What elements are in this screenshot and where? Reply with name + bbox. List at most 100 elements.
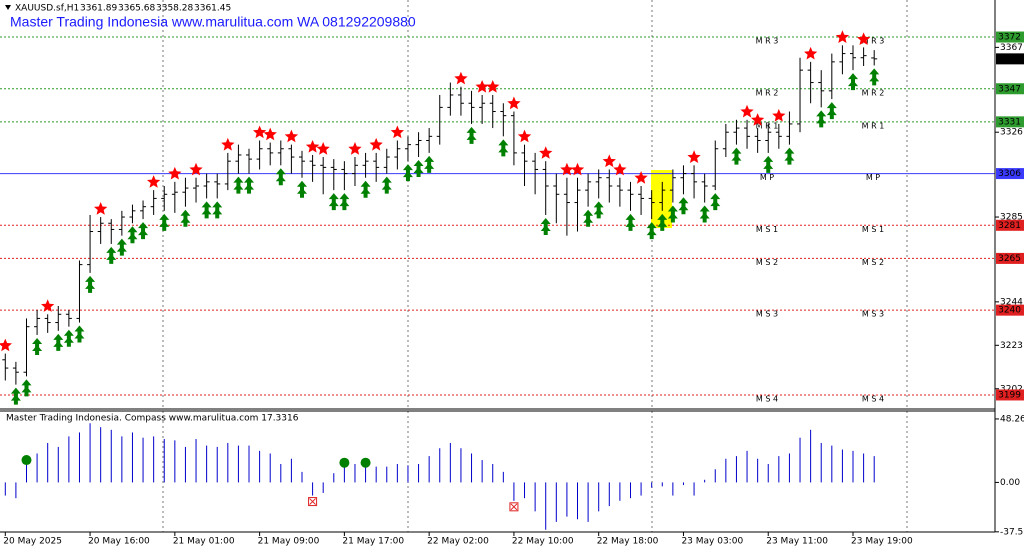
buy-arrow	[275, 168, 286, 179]
level-price-box	[996, 304, 1024, 316]
level-price-box	[996, 252, 1024, 264]
buy-arrow	[816, 117, 827, 128]
buy-arrow	[328, 200, 339, 211]
x-tick-label: 20 May 16:00	[88, 537, 150, 547]
collapse-triangle[interactable]	[5, 5, 11, 10]
x-tick-label: 21 May 09:00	[258, 537, 320, 547]
buy-arrow	[159, 220, 170, 231]
buy-arrow	[328, 193, 339, 204]
level-label: M S 1	[862, 225, 884, 234]
y-tick-label: 3367	[1000, 43, 1023, 53]
buy-arrow	[106, 253, 117, 264]
buy-arrow	[212, 201, 223, 212]
buy-arrow	[699, 212, 710, 223]
buy-arrow	[413, 167, 424, 178]
chart-title: Master Trading Indonesia www.marulitua.c…	[10, 14, 416, 30]
indicator-pane: 48.26 0.00 -37.57	[4, 414, 1024, 537]
y-tick-label: 3202	[1000, 384, 1023, 394]
sell-star	[284, 129, 299, 143]
buy-arrow	[106, 246, 117, 257]
buy-arrow	[699, 205, 710, 216]
level-price-label: 3347	[998, 84, 1021, 94]
buy-arrow	[63, 336, 74, 347]
level-label: M S 4	[756, 394, 778, 403]
level-label: M R 2	[862, 88, 885, 97]
current-price-box	[996, 53, 1024, 65]
buy-arrow	[127, 233, 138, 244]
x-tick-label: 23 May 03:00	[681, 537, 743, 547]
sell-star	[0, 338, 12, 352]
level-label: M S 3	[756, 310, 778, 319]
indicator-title: Master Trading Indonesia. Compass www.ma…	[6, 414, 299, 424]
buy-arrow	[381, 183, 392, 194]
buy-arrow	[583, 209, 594, 220]
sell-star	[507, 96, 521, 110]
buy-arrow	[710, 193, 721, 204]
x-tick-label: 22 May 02:00	[427, 537, 489, 547]
buy-arrow	[646, 222, 657, 233]
y-tick-label: 3285	[1000, 213, 1023, 223]
sell-star	[189, 162, 203, 176]
buy-arrow	[53, 333, 64, 344]
buy-arrow	[360, 180, 371, 191]
buy-arrow	[180, 216, 191, 227]
sell-star	[772, 108, 786, 122]
x-tick-label: 23 May 19:00	[851, 537, 913, 547]
buy-arrow	[424, 162, 435, 173]
level-price-label: 3240	[998, 306, 1021, 316]
sell-star	[751, 113, 765, 126]
buy-arrow	[816, 110, 827, 121]
x-tick-label: 21 May 17:00	[342, 537, 404, 547]
sell-star	[804, 46, 818, 60]
buy-arrow	[360, 187, 371, 198]
buy-arrow	[116, 238, 127, 249]
sell-star	[41, 299, 55, 312]
level-price-label: 3306	[998, 169, 1021, 179]
sell-star	[486, 80, 500, 93]
buy-arrow	[657, 213, 668, 224]
down-mark-cross	[309, 498, 316, 505]
buy-arrow	[413, 160, 424, 171]
buy-arrow	[784, 154, 795, 165]
symbol: XAUUSD.sf,H1	[15, 4, 79, 14]
buy-arrow	[731, 147, 742, 158]
buy-arrow	[381, 176, 392, 187]
level-label: M R 3	[862, 37, 885, 46]
buy-arrow	[296, 187, 307, 198]
level-price-label: 3265	[998, 254, 1021, 264]
buy-arrow	[138, 222, 149, 233]
level-label: M S 2	[862, 258, 884, 267]
buy-arrow	[710, 200, 721, 211]
sell-star	[316, 142, 330, 155]
sell-star	[613, 162, 627, 176]
buy-arrow	[498, 146, 509, 157]
buy-arrow	[826, 102, 837, 113]
level-price-label: 3372	[998, 33, 1021, 43]
sell-star	[454, 71, 468, 85]
header-open: 3361.89	[80, 4, 117, 14]
sell-star	[369, 137, 383, 151]
buy-arrow	[244, 176, 255, 187]
sell-star	[539, 146, 553, 159]
sell-star	[687, 150, 701, 163]
buy-arrow	[667, 212, 678, 223]
buy-arrow	[201, 208, 212, 219]
buy-arrow	[159, 213, 170, 224]
buy-arrow	[583, 216, 594, 227]
buy-arrow	[127, 226, 138, 237]
level-price-box	[996, 219, 1024, 231]
buy-arrow	[540, 217, 551, 228]
current-price-label: 3361	[998, 54, 1021, 64]
level-price-box	[996, 31, 1024, 43]
sell-star	[570, 162, 585, 176]
y-tick-label: 3223	[1000, 341, 1023, 351]
buy-arrow	[424, 155, 435, 166]
level-price-box	[996, 83, 1024, 95]
highlight-box	[651, 170, 672, 228]
sell-star	[221, 137, 235, 151]
buy-arrow	[625, 213, 636, 224]
x-tick-label: 22 May 10:00	[512, 537, 574, 547]
buy-arrow	[593, 208, 604, 219]
buy-arrow	[466, 126, 477, 137]
